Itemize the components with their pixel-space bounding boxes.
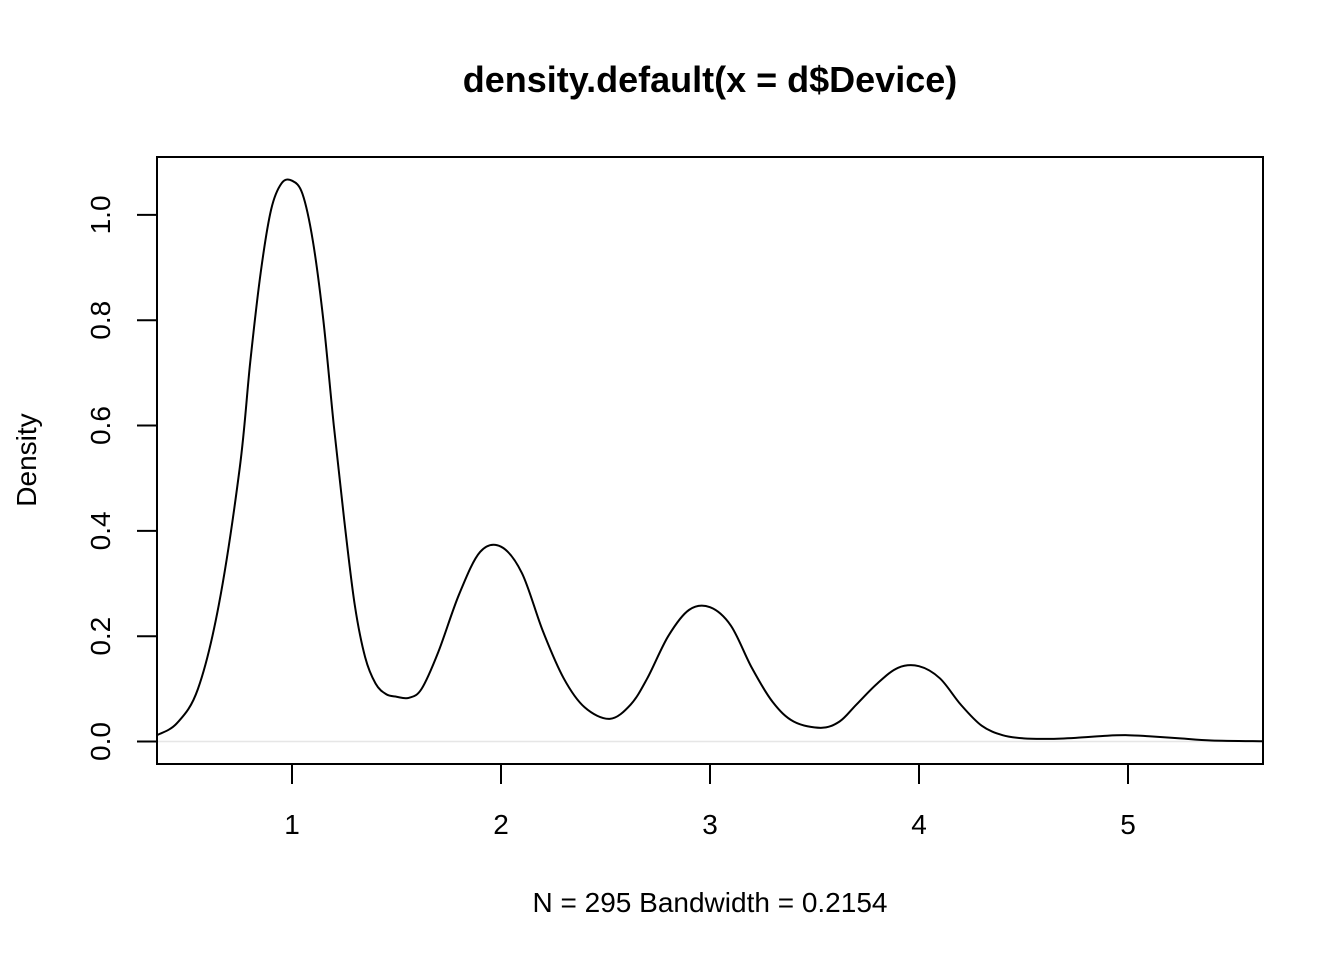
plot-layer (156, 178, 1264, 743)
x-tick-label: 3 (702, 809, 718, 840)
y-tick-label: 0.4 (85, 511, 116, 550)
x-tick-label: 2 (493, 809, 509, 840)
x-axis: 1 2 3 4 5 (284, 763, 1136, 840)
chart-title: density.default(x = d$Device) (463, 59, 958, 100)
density-line (156, 178, 1264, 743)
plot-frame (156, 156, 1264, 765)
y-axis: 0.0 0.2 0.4 0.6 0.8 1.0 (85, 195, 158, 761)
x-tick-label: 5 (1120, 809, 1136, 840)
y-tick-label: 0.8 (85, 301, 116, 340)
x-tick-label: 1 (284, 809, 300, 840)
x-axis-label: N = 295 Bandwidth = 0.2154 (533, 887, 888, 918)
x-tick-label: 4 (911, 809, 927, 840)
y-tick-label: 0.0 (85, 722, 116, 761)
y-tick-label: 0.6 (85, 406, 116, 445)
y-tick-label: 1.0 (85, 195, 116, 234)
y-tick-label: 0.2 (85, 617, 116, 656)
y-axis-label: Density (11, 413, 42, 506)
